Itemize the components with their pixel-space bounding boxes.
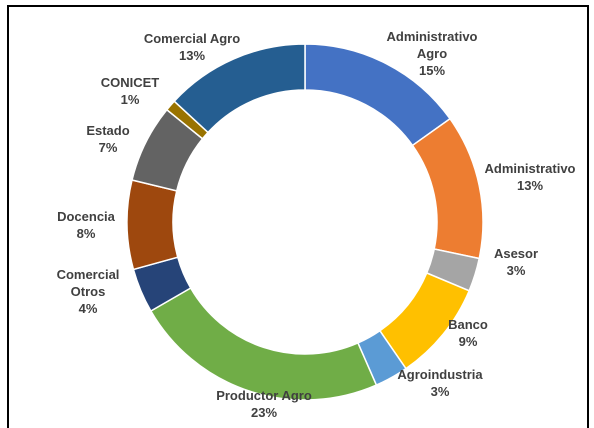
label-value: 13%	[516, 178, 544, 193]
label-name: Comercial Otros	[56, 267, 120, 299]
label-name: Productor Agro	[216, 388, 312, 403]
label-name: Asesor	[493, 246, 539, 261]
data-label: CONICET 1%	[85, 74, 175, 108]
label-value: 3%	[430, 384, 450, 399]
label-name: Estado	[86, 123, 130, 138]
label-value: 13%	[178, 48, 206, 63]
label-value: 8%	[76, 226, 96, 241]
label-name: CONICET	[100, 75, 160, 90]
data-label: Comercial Otros 4%	[48, 266, 128, 317]
data-label: Productor Agro 23%	[199, 387, 329, 421]
data-label: Administrativo Agro 15%	[377, 28, 487, 79]
label-name: Comercial Agro	[143, 31, 241, 46]
label-value: 1%	[120, 92, 140, 107]
data-label: Banco 9%	[428, 316, 508, 350]
data-label: Comercial Agro 13%	[127, 30, 257, 64]
label-name: Banco	[448, 317, 488, 332]
data-label: Asesor 3%	[476, 245, 556, 279]
data-label: Estado 7%	[68, 122, 148, 156]
data-label: Docencia 8%	[41, 208, 131, 242]
label-value: 15%	[418, 63, 446, 78]
donut-slice	[173, 43, 306, 134]
label-name: Docencia	[57, 209, 115, 224]
label-name: Administrativo Agro	[386, 29, 478, 61]
label-value: 3%	[506, 263, 526, 278]
donut-slice	[149, 286, 378, 401]
label-value: 23%	[250, 405, 278, 420]
label-value: 9%	[458, 334, 478, 349]
donut-slice	[126, 179, 179, 271]
data-label: Administrativo 13%	[470, 160, 590, 194]
label-name: Agroindustria	[397, 367, 483, 382]
label-value: 7%	[98, 140, 118, 155]
data-label: Agroindustria 3%	[385, 366, 495, 400]
label-value: 4%	[78, 301, 98, 316]
label-name: Administrativo	[484, 161, 576, 176]
frame	[7, 5, 589, 428]
